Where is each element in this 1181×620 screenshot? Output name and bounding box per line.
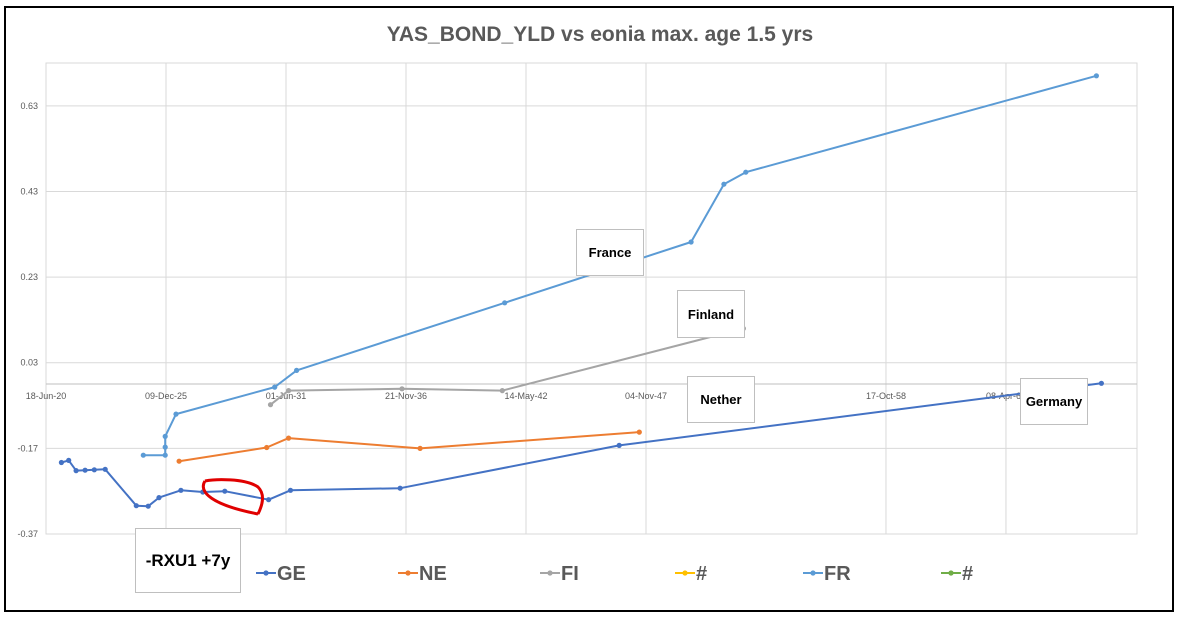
x-tick-label: 01-Jun-31 [266,391,307,401]
data-point [397,485,403,491]
data-point [417,445,423,451]
data-point [616,442,622,448]
data-point [286,388,292,394]
data-point [140,452,146,458]
legend-item: FI [540,563,579,585]
legend-swatch-marker [682,570,688,576]
data-point [721,181,727,187]
legend-swatch-marker [405,570,411,576]
annotation-rxu1-text: -RXU1 +7y [145,550,231,570]
data-point [162,433,168,439]
series-ne [176,429,642,464]
data-point [145,503,151,509]
legend-label: NE [419,563,447,585]
data-point [286,435,292,441]
legend-label: # [962,563,973,585]
annotation-france: France [576,229,644,276]
data-point [399,386,405,392]
data-point [266,497,272,503]
data-point [499,388,505,394]
data-point [73,468,79,474]
legend-item: NE [398,563,447,585]
annotation-finland-text: Finland [687,306,735,322]
y-tick-label: -0.37 [17,529,38,539]
data-point [58,459,64,466]
data-point [636,429,642,435]
y-axis: -0.37 -0.17 0.03 0.23 0.43 0.63 [17,101,38,539]
highlight-circle [201,478,264,516]
y-tick-label: -0.17 [17,443,38,453]
annotation-nether: Nether [687,376,755,423]
data-point [1098,380,1104,386]
legend-label: FR [824,563,851,585]
x-tick-label: 18-Jun-20 [26,391,67,401]
data-point [156,495,162,501]
data-point [173,411,179,417]
series-fr [140,73,1099,458]
data-point [176,458,182,464]
data-point [267,402,274,408]
legend-item: GE [256,563,306,585]
plot-area [45,62,1138,535]
data-point [82,467,88,473]
legend-label: FI [561,563,579,585]
x-tick-label: 21-Nov-36 [385,391,427,401]
annotation-germany: Germany [1020,378,1088,425]
data-point [133,503,139,509]
legend-swatch-marker [547,570,553,576]
annotation-germany-text: Germany [1025,394,1083,409]
data-point [178,487,184,493]
series-lines [58,73,1104,509]
data-point [66,457,72,463]
series-ge [58,380,1104,509]
y-tick-label: 0.03 [20,358,38,368]
annotation-finland: Finland [677,290,745,338]
data-point [102,466,108,472]
data-point [222,488,228,494]
data-point [264,444,270,451]
y-tick-label: 0.23 [20,272,38,282]
x-tick-label: 14-May-42 [504,391,547,401]
data-point [162,444,168,450]
series-fi [267,325,747,408]
legend-swatch-marker [263,570,269,576]
x-tick-label: 17-Oct-58 [866,391,906,401]
data-point [287,487,294,493]
legend-item: FR [803,563,851,585]
annotation-rxu1: -RXU1 +7y [135,528,241,593]
data-point [1093,73,1099,79]
y-tick-label: 0.63 [20,101,38,111]
data-point [294,367,300,373]
data-point [743,169,749,175]
x-tick-label: 04-Nov-47 [625,391,667,401]
annotation-nether-text: Nether [700,392,742,407]
data-point [162,452,168,458]
y-tick-label: 0.43 [20,186,38,196]
legend-item: # [675,563,707,585]
x-tick-label: 09-Dec-25 [145,391,187,401]
annotation-france-text: France [588,245,632,260]
legend-item: # [941,563,973,585]
legend: GE NE FI # FR # [256,563,973,585]
data-point [272,384,278,390]
legend-swatch-marker [810,570,816,576]
legend-label: # [696,563,707,585]
data-point [91,467,97,473]
legend-label: GE [277,563,306,585]
chart-title: YAS_BOND_YLD vs eonia max. age 1.5 yrs [387,23,813,46]
legend-swatch-marker [948,570,954,576]
data-point [688,239,694,245]
data-point [502,300,508,306]
